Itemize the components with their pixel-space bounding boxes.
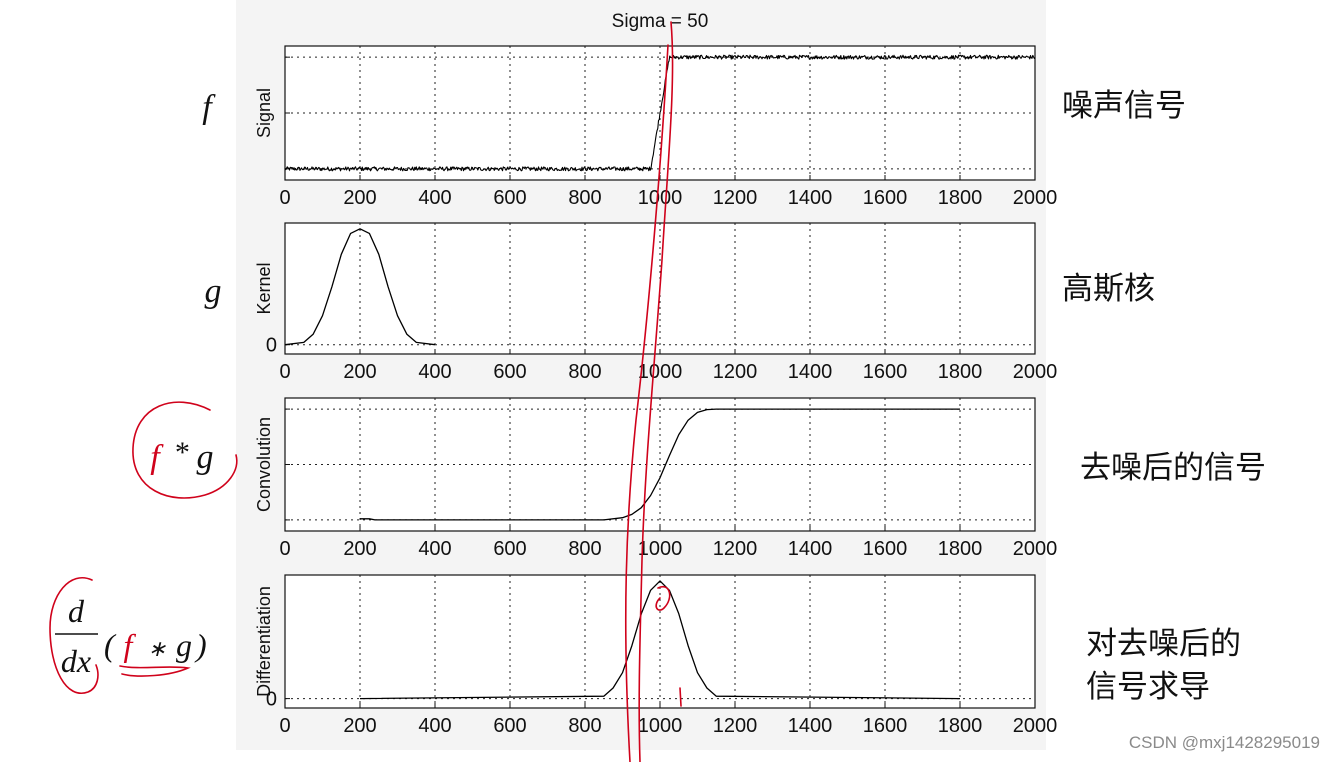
label-deriv-g: g — [176, 627, 192, 663]
annotation-circle-d — [49, 577, 99, 695]
chart-signal: 0 200 400 600 800 1000 1200 1400 1600 1800 2000 Sig… — [254, 45, 1058, 209]
x-tick-label: 400 — [418, 538, 451, 560]
x-tick-label: 400 — [418, 715, 451, 737]
label-g: g — [205, 273, 222, 310]
watermark: CSDN @mxj1428295019 — [1129, 733, 1320, 752]
x-tick-label: 1200 — [713, 715, 758, 737]
x-tick-label: 200 — [343, 187, 376, 209]
note-convolution: 去噪后的信号 — [1080, 450, 1266, 486]
label-deriv-open: ( — [104, 627, 117, 663]
x-tick-label: 1200 — [713, 187, 758, 209]
figure-title: Sigma = 50 — [612, 11, 709, 32]
x-tick-label: 2000 — [1013, 361, 1058, 383]
y-axis-label: Signal — [254, 88, 274, 138]
annotation-underline-f — [119, 665, 191, 677]
x-tick-label: 1000 — [638, 538, 683, 560]
label-conv-star: * — [174, 436, 189, 469]
x-tick-label: 600 — [493, 187, 526, 209]
label-conv-f: f — [150, 439, 164, 476]
x-tick-label: 1000 — [638, 187, 683, 209]
annotation-circle-conv — [132, 401, 238, 499]
annotation-peak-mark — [655, 585, 671, 611]
x-tick-label: 600 — [493, 538, 526, 560]
x-tick-label: 0 — [279, 187, 290, 209]
series-line-kernel — [284, 228, 436, 346]
x-tick-label: 1800 — [938, 361, 983, 383]
x-tick-label: 600 — [493, 715, 526, 737]
y-tick-label: 0 — [266, 689, 277, 711]
annotation-vertical-stroke-1 — [638, 21, 674, 762]
label-deriv-star: ∗ — [148, 636, 167, 661]
plot-frame — [284, 222, 1036, 355]
x-tick-label: 1400 — [788, 538, 833, 560]
plots-group: 0 200 400 600 800 1000 1200 1400 1600 1800 2000Sig… — [254, 45, 1058, 737]
x-tick-label: 1200 — [713, 538, 758, 560]
y-axis-label: Differentiation — [254, 586, 274, 697]
x-tick-label: 1000 — [638, 361, 683, 383]
y-tick-label: 0 — [266, 335, 277, 357]
x-tick-label: 2000 — [1013, 538, 1058, 560]
x-tick-label: 1400 — [788, 715, 833, 737]
x-tick-label: 0 — [279, 538, 290, 560]
x-tick-label: 1600 — [863, 538, 908, 560]
series-line-signal — [284, 54, 1036, 172]
chart-convolution: 0 200 400 600 800 1000 1200 1400 1600 1800 2000 Con… — [254, 397, 1058, 560]
annotation-vertical-stroke-2 — [624, 44, 669, 762]
annotation-tick — [679, 687, 682, 707]
note-signal: 噪声信号 — [1062, 88, 1186, 124]
x-tick-label: 200 — [343, 361, 376, 383]
label-deriv-den: dx — [61, 643, 91, 679]
x-tick-label: 400 — [418, 187, 451, 209]
y-axis-label: Convolution — [254, 417, 274, 512]
x-tick-label: 1600 — [863, 187, 908, 209]
x-tick-label: 1800 — [938, 538, 983, 560]
x-tick-label: 200 — [343, 538, 376, 560]
x-tick-label: 800 — [568, 715, 601, 737]
x-tick-label: 800 — [568, 538, 601, 560]
x-tick-label: 800 — [568, 361, 601, 383]
x-tick-label: 0 — [279, 715, 290, 737]
x-tick-label: 1200 — [713, 361, 758, 383]
series-line-convolution — [360, 408, 960, 521]
note-kernel: 高斯核 — [1062, 271, 1155, 307]
note-differentiation-line2: 信号求导 — [1086, 669, 1210, 705]
x-tick-label: 1600 — [863, 361, 908, 383]
x-tick-label: 800 — [568, 187, 601, 209]
chart-differentiation: 0 200 400 600 800 1000 1200 1400 1600 1800 2000 0Di… — [254, 574, 1058, 737]
x-tick-label: 400 — [418, 361, 451, 383]
x-tick-label: 1800 — [938, 187, 983, 209]
plot-frame — [284, 397, 1036, 532]
label-conv-g: g — [197, 439, 214, 476]
label-f: f — [202, 89, 216, 126]
y-axis-label: Kernel — [254, 262, 274, 314]
x-tick-label: 1800 — [938, 715, 983, 737]
x-tick-label: 1400 — [788, 187, 833, 209]
x-tick-label: 2000 — [1013, 187, 1058, 209]
label-deriv-num: d — [68, 593, 85, 629]
plot-frame — [284, 45, 1036, 181]
x-tick-label: 200 — [343, 715, 376, 737]
x-tick-label: 2000 — [1013, 715, 1058, 737]
hand-annotations — [49, 21, 682, 762]
series-line-differentiation — [359, 580, 961, 700]
x-tick-label: 1600 — [863, 715, 908, 737]
x-tick-label: 1000 — [638, 715, 683, 737]
label-deriv-close: ) — [194, 627, 207, 663]
plot-frame — [284, 574, 1036, 709]
x-tick-label: 1400 — [788, 361, 833, 383]
x-tick-label: 0 — [279, 361, 290, 383]
label-deriv-f: f — [124, 627, 137, 663]
x-tick-label: 600 — [493, 361, 526, 383]
note-differentiation-line1: 对去噪后的 — [1086, 626, 1241, 662]
